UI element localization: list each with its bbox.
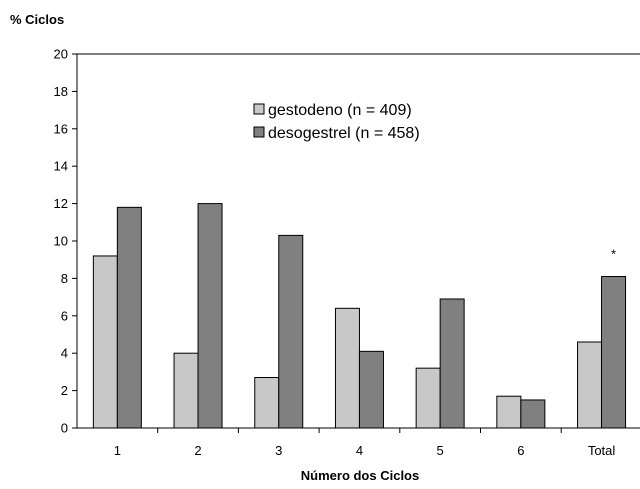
y-tick-label: 20 (54, 47, 68, 62)
bar-desogestrel-Total (601, 276, 627, 429)
y-tick-label: 14 (54, 159, 68, 174)
legend-swatch-gestodeno (253, 103, 265, 115)
x-axis-title: Número dos Ciclos (301, 468, 419, 483)
y-axis: 0 2 4 6 8 10 12 14 16 18 20 (54, 47, 77, 436)
legend: gestodeno (n = 409) desogestrel (n = 458… (253, 102, 420, 142)
bar-gestodeno-6 (496, 395, 522, 429)
bar-desogestrel-3 (278, 234, 304, 429)
x-tick-label: 3 (275, 443, 282, 458)
x-tick-label: Total (588, 443, 616, 458)
bar-desogestrel-2 (197, 203, 223, 429)
legend-label-gestodeno: gestodeno (n = 409) (268, 102, 412, 119)
bar-desogestrel-1 (116, 206, 142, 429)
y-tick-label: 8 (61, 271, 68, 286)
y-tick-label: 18 (54, 84, 68, 99)
x-tick-label: 1 (114, 443, 121, 458)
y-tick-label: 0 (61, 421, 68, 436)
significance-annotation: * (611, 247, 616, 262)
x-tick-label: 4 (356, 443, 363, 458)
y-tick-label: 10 (54, 234, 68, 249)
bar-desogestrel-6 (520, 399, 546, 429)
legend-label-desogestrel: desogestrel (n = 458) (268, 125, 420, 142)
bar-gestodeno-5 (415, 367, 441, 429)
y-tick-label: 2 (61, 383, 68, 398)
bar-gestodeno-1 (92, 255, 118, 429)
y-tick-label: 12 (54, 196, 68, 211)
x-tick-label: 6 (517, 443, 524, 458)
x-tick-label: 5 (437, 443, 444, 458)
bar-gestodeno-4 (334, 307, 360, 429)
bar-gestodeno-Total (577, 341, 603, 429)
y-tick-label: 4 (61, 346, 68, 361)
y-tick-label: 16 (54, 121, 68, 136)
bar-gestodeno-2 (173, 352, 199, 429)
x-tick-label: 2 (194, 443, 201, 458)
y-tick-label: 6 (61, 308, 68, 323)
legend-swatch-desogestrel (253, 126, 265, 138)
bars: * (92, 203, 627, 429)
bar-gestodeno-3 (254, 377, 280, 429)
bar-desogestrel-5 (439, 298, 465, 429)
y-axis-title: % Ciclos (10, 12, 64, 27)
bar-desogestrel-4 (358, 350, 384, 429)
x-axis: 1 2 3 4 5 6 Total (114, 428, 616, 458)
